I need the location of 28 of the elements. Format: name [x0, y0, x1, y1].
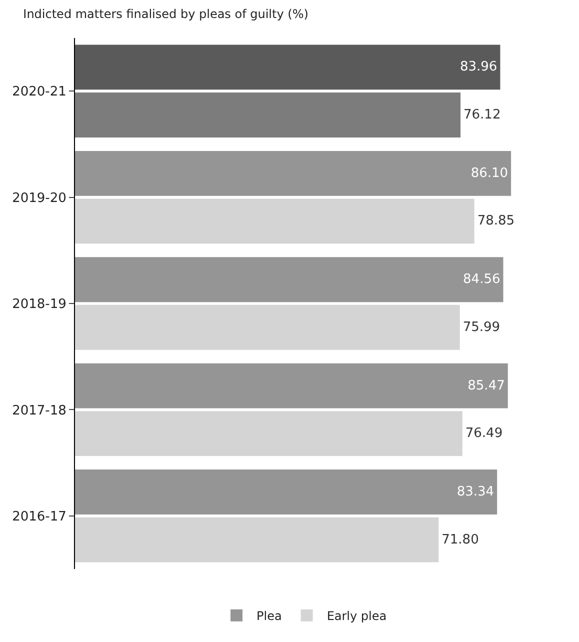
bar [75, 363, 508, 408]
data-label: 84.56 [463, 272, 500, 288]
bar [75, 411, 462, 456]
bar [75, 257, 504, 302]
data-label: 75.99 [462, 320, 500, 335]
data-label: 71.80 [442, 532, 479, 548]
y-tick-label: 2020-21 [12, 84, 66, 100]
y-tick-label: 2017-18 [12, 403, 66, 418]
data-label: 78.85 [477, 214, 515, 229]
data-label: 83.34 [456, 484, 494, 500]
data-label: 83.96 [460, 60, 498, 75]
y-tick-label: 2018-19 [12, 297, 66, 312]
bar [75, 150, 512, 196]
legend-label: Plea [256, 609, 282, 624]
chart-title: Indicted matters finalised by pleas of guilty (%) [23, 7, 308, 22]
bar [75, 92, 461, 138]
data-label: 76.12 [464, 107, 501, 122]
data-label: 86.10 [470, 166, 508, 181]
data-label: 76.49 [465, 426, 503, 442]
bar [75, 470, 498, 514]
bar [75, 198, 474, 244]
bar [75, 517, 439, 562]
data-label: 85.47 [468, 378, 505, 394]
bar [75, 44, 500, 90]
y-tick-label: 2019-20 [12, 190, 66, 206]
legend-label: Early plea [326, 609, 387, 624]
bar [75, 304, 460, 350]
y-tick-label: 2016-17 [12, 509, 66, 524]
